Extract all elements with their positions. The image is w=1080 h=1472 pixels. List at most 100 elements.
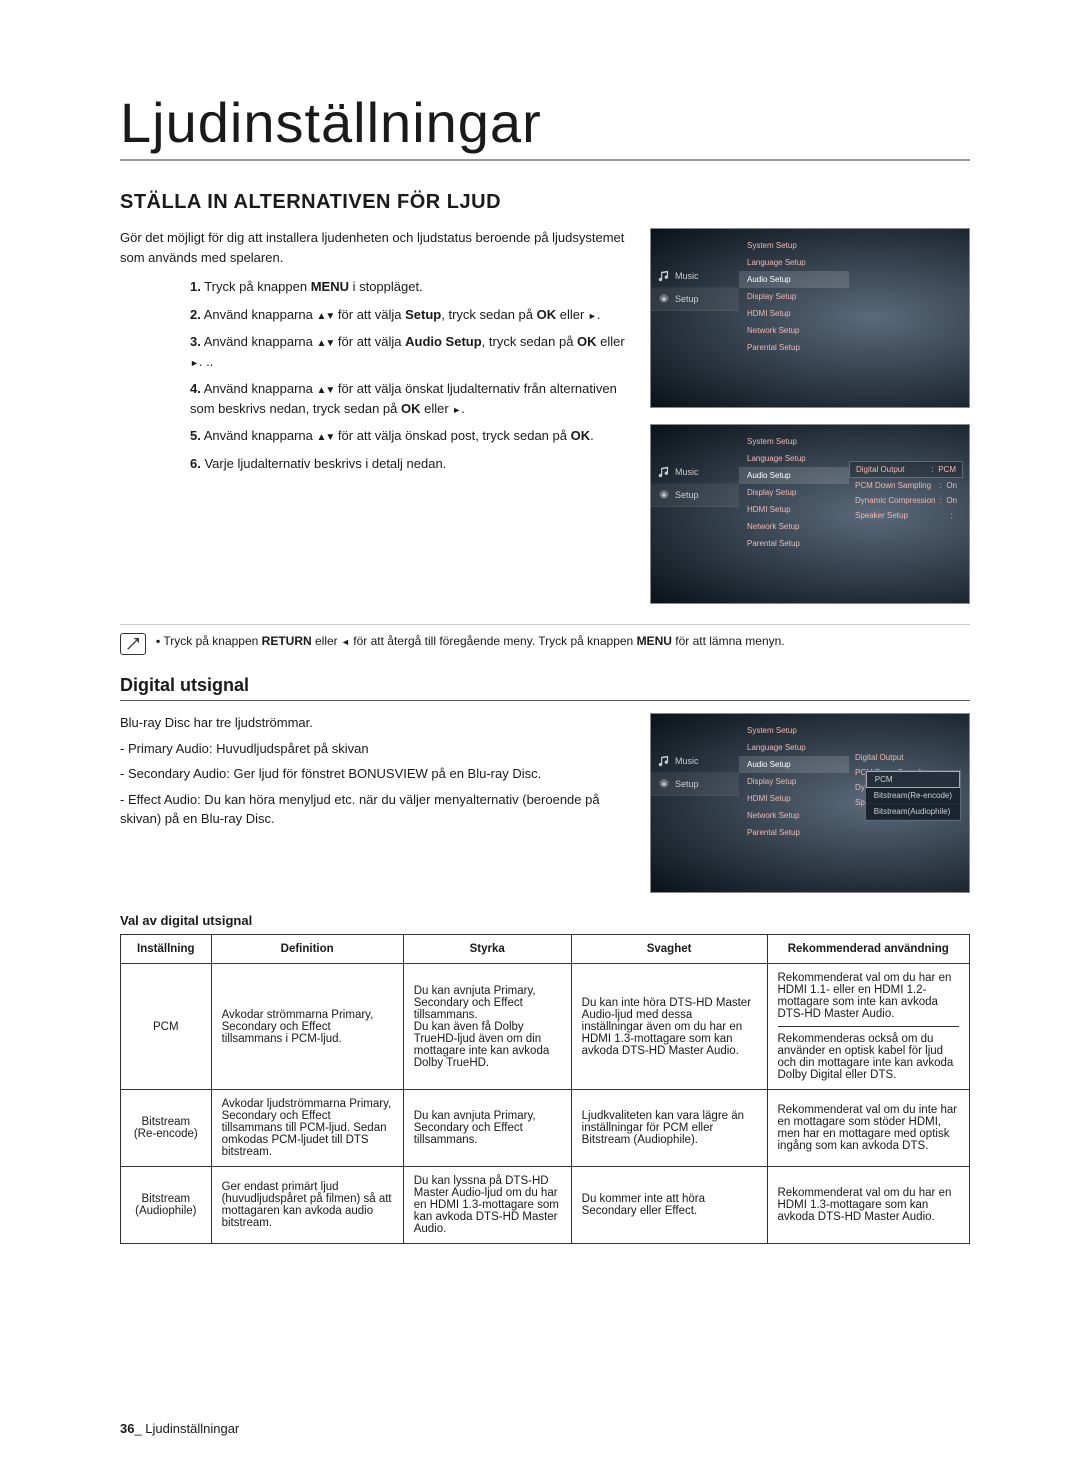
menu-item: Parental Setup <box>739 824 849 841</box>
screenshots-column: Music Setup System SetupLanguage SetupAu… <box>650 228 970 604</box>
digital-bullet: - Effect Audio: Du kan höra menyljud etc… <box>120 790 630 829</box>
menu-item: Audio Setup <box>739 756 849 773</box>
cell-recommendation: Rekommenderat val om du inte har en mott… <box>767 1090 970 1167</box>
right-triangle-icon <box>190 354 199 369</box>
cell-weakness: Du kommer inte att höra Secondary eller … <box>571 1167 767 1244</box>
step-item: 2. Använd knapparna för att välja Setup,… <box>190 305 630 325</box>
note-row: Tryck på knappen RETURN eller för att åt… <box>120 624 970 655</box>
menu-item: System Setup <box>739 722 849 739</box>
dropdown-item: Bitstream(Re-encode) <box>866 788 960 804</box>
note-rest: för att återgå till föregående meny. Try… <box>353 634 636 648</box>
steps-list: 1. Tryck på knappen MENU i stoppläget. 2.… <box>120 277 630 473</box>
menu-item: HDMI Setup <box>739 790 849 807</box>
step-item: 4. Använd knapparna för att välja önskat… <box>190 379 630 418</box>
cell-setting: Bitstream (Audiophile) <box>121 1167 212 1244</box>
menu-item: HDMI Setup <box>739 305 849 322</box>
screenshot-setup-menu: Music Setup System SetupLanguage SetupAu… <box>650 228 970 408</box>
table-header: Inställning <box>121 935 212 964</box>
settings-table: InställningDefinitionStyrkaSvaghetRekomm… <box>120 934 970 1244</box>
cell-setting: Bitstream (Re-encode) <box>121 1090 212 1167</box>
audio-option-row: Digital Output: PCM <box>849 461 963 478</box>
cell-definition: Ger endast primärt ljud (huvudljudspåret… <box>211 1167 403 1244</box>
step-item: 5. Använd knapparna för att välja önskad… <box>190 426 630 446</box>
note-text: Tryck på knappen RETURN eller för att åt… <box>156 633 785 650</box>
menu-item: Audio Setup <box>739 467 849 484</box>
steps-and-screens: Gör det möjligt för dig att installera l… <box>120 228 970 604</box>
digital-text: Blu-ray Disc har tre ljudströmmar. - Pri… <box>120 713 630 893</box>
digital-output-dropdown: PCMBitstream(Re-encode)Bitstream(Audioph… <box>865 770 961 821</box>
cell-definition: Avkodar strömmarna Primary, Secondary oc… <box>211 964 403 1090</box>
table-header: Rekommenderad användning <box>767 935 970 964</box>
sidebar-item-setup: Setup <box>651 484 739 507</box>
audio-option-row: PCM Down Sampling: On <box>849 478 963 493</box>
table-header: Styrka <box>403 935 571 964</box>
table-row: Bitstream (Audiophile) Ger endast primär… <box>121 1167 970 1244</box>
cell-strength: Du kan avnjuta Primary, Secondary och Ef… <box>403 1090 571 1167</box>
right-triangle-icon <box>588 307 597 322</box>
sidebar-item-music: Music <box>651 265 739 288</box>
digital-bullet: - Primary Audio: Huvudljudspåret på skiv… <box>120 739 630 759</box>
menu-item: Display Setup <box>739 484 849 501</box>
cell-recommendation: Rekommenderat val om du har en HDMI 1.1-… <box>767 964 970 1090</box>
sidebar-item-setup: Setup <box>651 288 739 311</box>
dropdown-item: PCM <box>866 771 960 788</box>
right-triangle-icon <box>452 401 461 416</box>
menu-item: Language Setup <box>739 450 849 467</box>
sidebar-item-setup: Setup <box>651 773 739 796</box>
menu-item: Audio Setup <box>739 271 849 288</box>
screenshot-audio-setup: Music Setup System SetupLanguage SetupAu… <box>650 424 970 604</box>
page-number: 36 <box>120 1421 134 1436</box>
digital-bullet: - Secondary Audio: Ger ljud för fönstret… <box>120 764 630 784</box>
note-menu: MENU <box>637 634 672 648</box>
page-footer: 36_ Ljudinställningar <box>120 1421 239 1436</box>
screenshot-digital-output: Music Setup System SetupLanguage SetupAu… <box>650 713 970 893</box>
page-title: Ljudinställningar <box>120 90 970 161</box>
updown-triangle-icon <box>317 307 335 322</box>
subheading-digital: Digital utsignal <box>120 675 970 701</box>
digital-block: Blu-ray Disc har tre ljudströmmar. - Pri… <box>120 713 970 893</box>
updown-triangle-icon <box>317 334 335 349</box>
digital-screenshot-col: Music Setup System SetupLanguage SetupAu… <box>650 713 970 893</box>
cell-setting: PCM <box>121 964 212 1090</box>
cell-recommendation: Rekommenderat val om du har en HDMI 1.3-… <box>767 1167 970 1244</box>
menu-item: Network Setup <box>739 518 849 535</box>
menu-item: System Setup <box>739 237 849 254</box>
section-header: STÄLLA IN ALTERNATIVEN FÖR LJUD <box>120 191 970 214</box>
audio-option-row: Speaker Setup: <box>849 508 963 523</box>
intro-text: Gör det möjligt för dig att installera l… <box>120 228 630 267</box>
menu-item: Parental Setup <box>739 339 849 356</box>
step-item: 1. Tryck på knappen MENU i stoppläget. <box>190 277 630 297</box>
note-return: RETURN <box>262 634 312 648</box>
note-icon <box>120 633 146 655</box>
table-header: Svaghet <box>571 935 767 964</box>
table-caption: Val av digital utsignal <box>120 913 970 928</box>
cell-weakness: Ljudkvaliteten kan vara lägre än inställ… <box>571 1090 767 1167</box>
menu-item: Language Setup <box>739 739 849 756</box>
menu-item: System Setup <box>739 433 849 450</box>
audio-option-row: Dynamic Compression: On <box>849 493 963 508</box>
cell-weakness: Du kan inte höra DTS-HD Master Audio-lju… <box>571 964 767 1090</box>
cell-definition: Avkodar ljudströmmarna Primary, Secondar… <box>211 1090 403 1167</box>
updown-triangle-icon <box>317 428 335 443</box>
steps-column: Gör det möjligt för dig att installera l… <box>120 228 630 604</box>
note-mid: eller <box>315 634 341 648</box>
updown-triangle-icon <box>317 381 335 396</box>
menu-item: Display Setup <box>739 288 849 305</box>
menu-item: Network Setup <box>739 322 849 339</box>
sidebar-item-music: Music <box>651 750 739 773</box>
cell-strength: Du kan avnjuta Primary, Secondary och Ef… <box>403 964 571 1090</box>
audio-option-row: Digital Output <box>849 750 963 765</box>
menu-item: HDMI Setup <box>739 501 849 518</box>
menu-item: Display Setup <box>739 773 849 790</box>
step-item: 3. Använd knapparna för att välja Audio … <box>190 332 630 371</box>
table-row: PCM Avkodar strömmarna Primary, Secondar… <box>121 964 970 1090</box>
menu-item: Language Setup <box>739 254 849 271</box>
table-header: Definition <box>211 935 403 964</box>
table-row: Bitstream (Re-encode) Avkodar ljudströmm… <box>121 1090 970 1167</box>
footer-label: _ Ljudinställningar <box>134 1421 239 1436</box>
left-triangle-icon <box>341 634 350 648</box>
dropdown-item: Bitstream(Audiophile) <box>866 804 960 820</box>
sidebar-item-music: Music <box>651 461 739 484</box>
cell-strength: Du kan lyssna på DTS-HD Master Audio-lju… <box>403 1167 571 1244</box>
menu-item: Network Setup <box>739 807 849 824</box>
